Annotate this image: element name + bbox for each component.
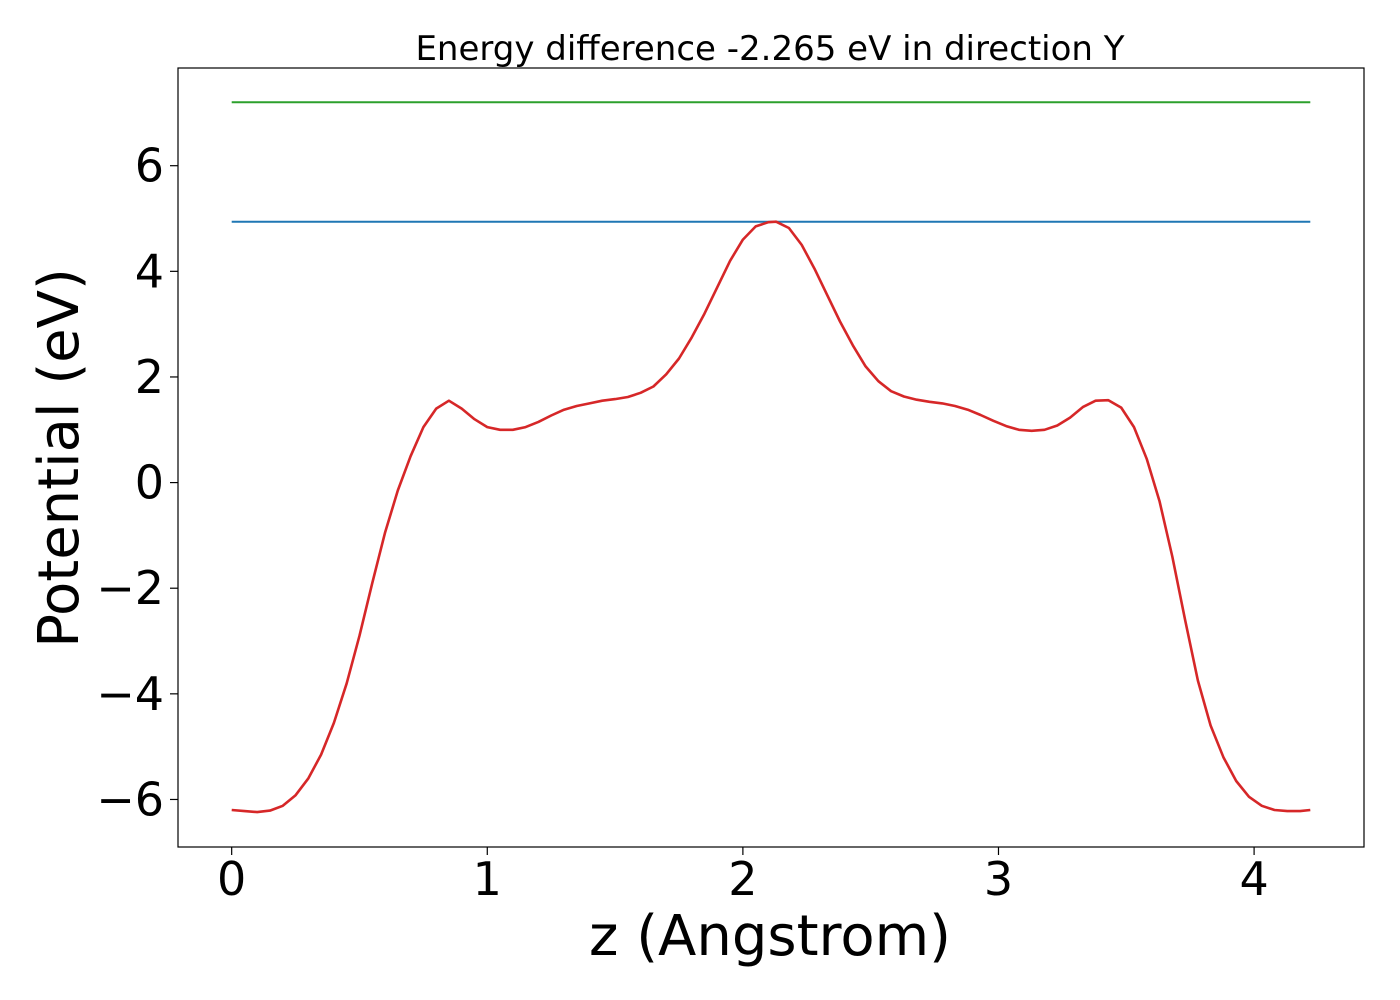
x-axis-label: z (Angstrom) xyxy=(589,904,951,969)
x-tick-label: 4 xyxy=(1239,852,1268,906)
y-axis-label: Potential (eV) xyxy=(27,268,92,648)
chart-title: Energy difference -2.265 eV in direction… xyxy=(415,29,1124,69)
y-tick-label: 4 xyxy=(135,244,164,298)
x-tick-label: 3 xyxy=(984,852,1013,906)
series-line-3 xyxy=(231,220,1311,814)
plot-frame xyxy=(177,67,1365,848)
y-tick-label: −4 xyxy=(96,667,164,721)
y-tick-label: 0 xyxy=(135,456,164,510)
x-tick-label: 1 xyxy=(473,852,502,906)
y-tick-label: 6 xyxy=(135,139,164,193)
y-tick-label: −6 xyxy=(96,772,164,826)
y-tick-label: −2 xyxy=(96,561,164,615)
x-tick-label: 2 xyxy=(728,852,757,906)
x-tick-label: 0 xyxy=(217,852,246,906)
series-layer xyxy=(231,101,1311,814)
y-tick-label: 2 xyxy=(135,350,164,404)
y-axis: −6 −4 −2 0 2 4 6 xyxy=(96,139,178,826)
x-axis: 0 1 2 3 4 xyxy=(217,847,1269,906)
